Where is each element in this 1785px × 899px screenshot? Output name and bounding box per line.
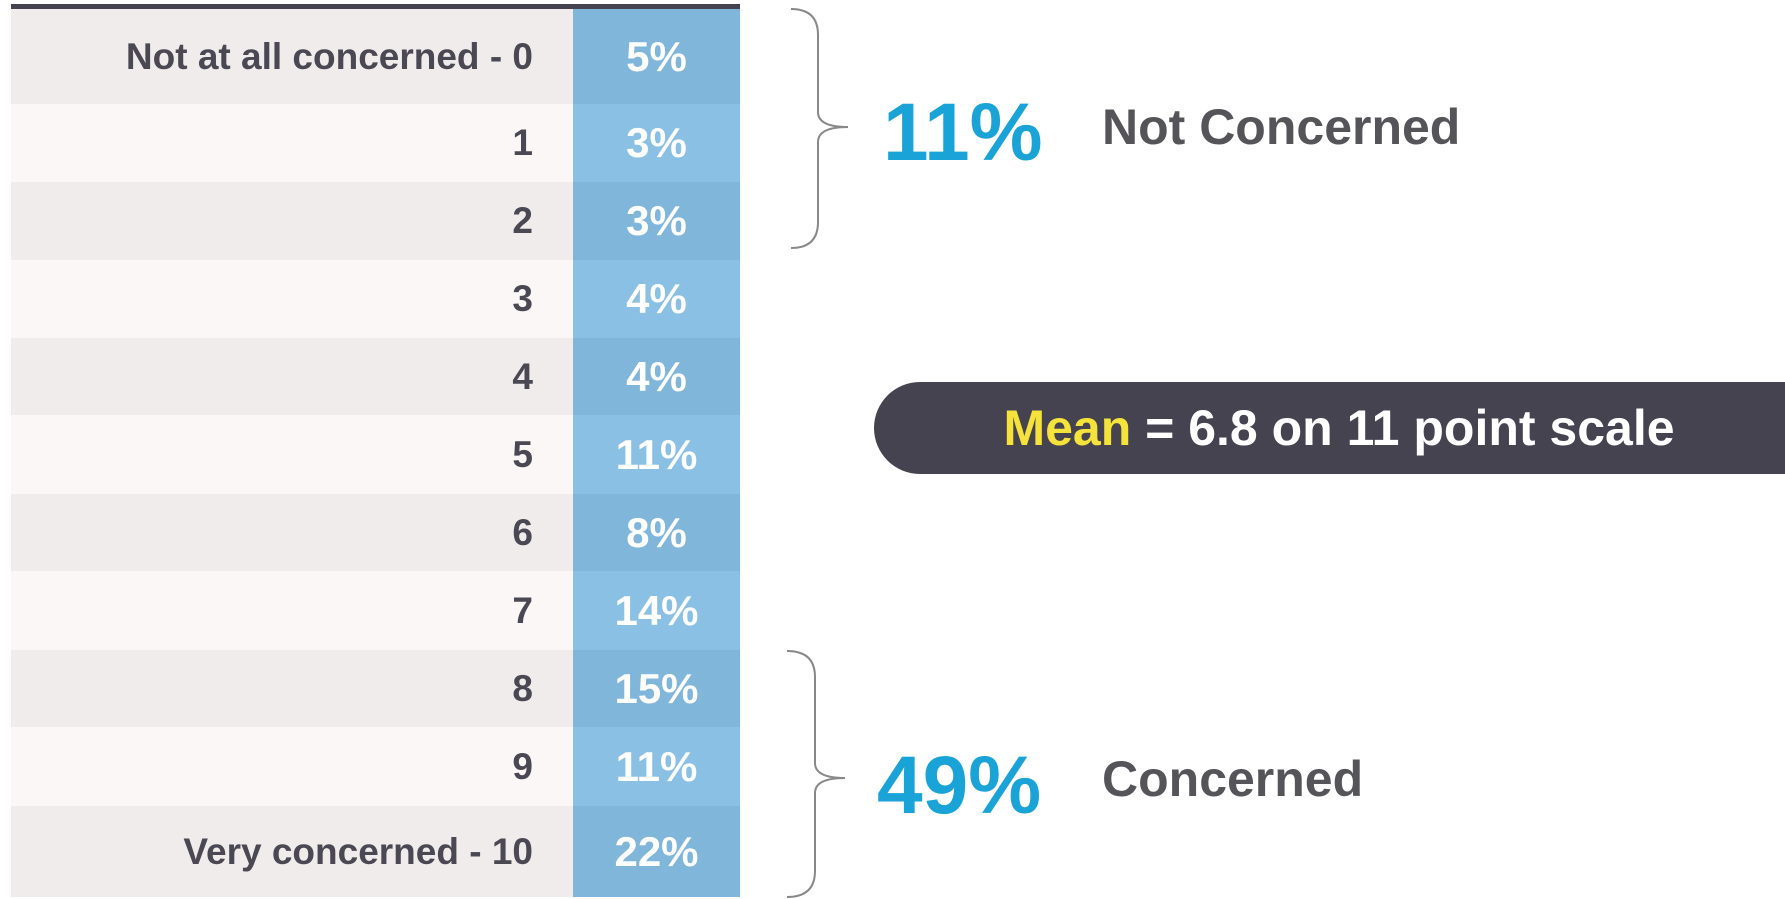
summary-percent: 11% bbox=[883, 87, 1043, 178]
row-value: 14% bbox=[573, 571, 740, 650]
row-value: 5% bbox=[573, 9, 740, 104]
row-label: Very concerned - 10 bbox=[11, 806, 573, 897]
row-label: 5 bbox=[11, 415, 573, 494]
row-label: 7 bbox=[11, 571, 573, 650]
row-label: 3 bbox=[11, 260, 573, 338]
row-label: 1 bbox=[11, 104, 573, 182]
row-value: 4% bbox=[573, 338, 740, 415]
summary-percent: 49% bbox=[877, 740, 1042, 831]
brace-top bbox=[790, 8, 849, 249]
row-value: 3% bbox=[573, 182, 740, 260]
table-top-border bbox=[11, 4, 740, 9]
row-value: 8% bbox=[573, 494, 740, 571]
mean-detail: = 6.8 on 11 point scale bbox=[1131, 400, 1675, 456]
row-label: 2 bbox=[11, 182, 573, 260]
brace-bottom bbox=[786, 650, 846, 898]
row-label: 8 bbox=[11, 650, 573, 727]
summary-label: Concerned bbox=[1102, 751, 1364, 807]
row-value: 11% bbox=[573, 727, 740, 806]
mean-text: Mean = 6.8 on 11 point scale bbox=[874, 382, 1785, 474]
row-label: 4 bbox=[11, 338, 573, 415]
row-label: 6 bbox=[11, 494, 573, 571]
mean-pill bbox=[874, 382, 1785, 474]
mean-keyword: Mean bbox=[1003, 400, 1132, 456]
row-value: 15% bbox=[573, 650, 740, 727]
row-label: 9 bbox=[11, 727, 573, 806]
row-value: 11% bbox=[573, 415, 740, 494]
summary-label: Not Concerned bbox=[1102, 99, 1461, 155]
row-value: 3% bbox=[573, 104, 740, 182]
row-value: 4% bbox=[573, 260, 740, 338]
row-value: 22% bbox=[573, 806, 740, 897]
row-label: Not at all concerned - 0 bbox=[11, 9, 573, 104]
